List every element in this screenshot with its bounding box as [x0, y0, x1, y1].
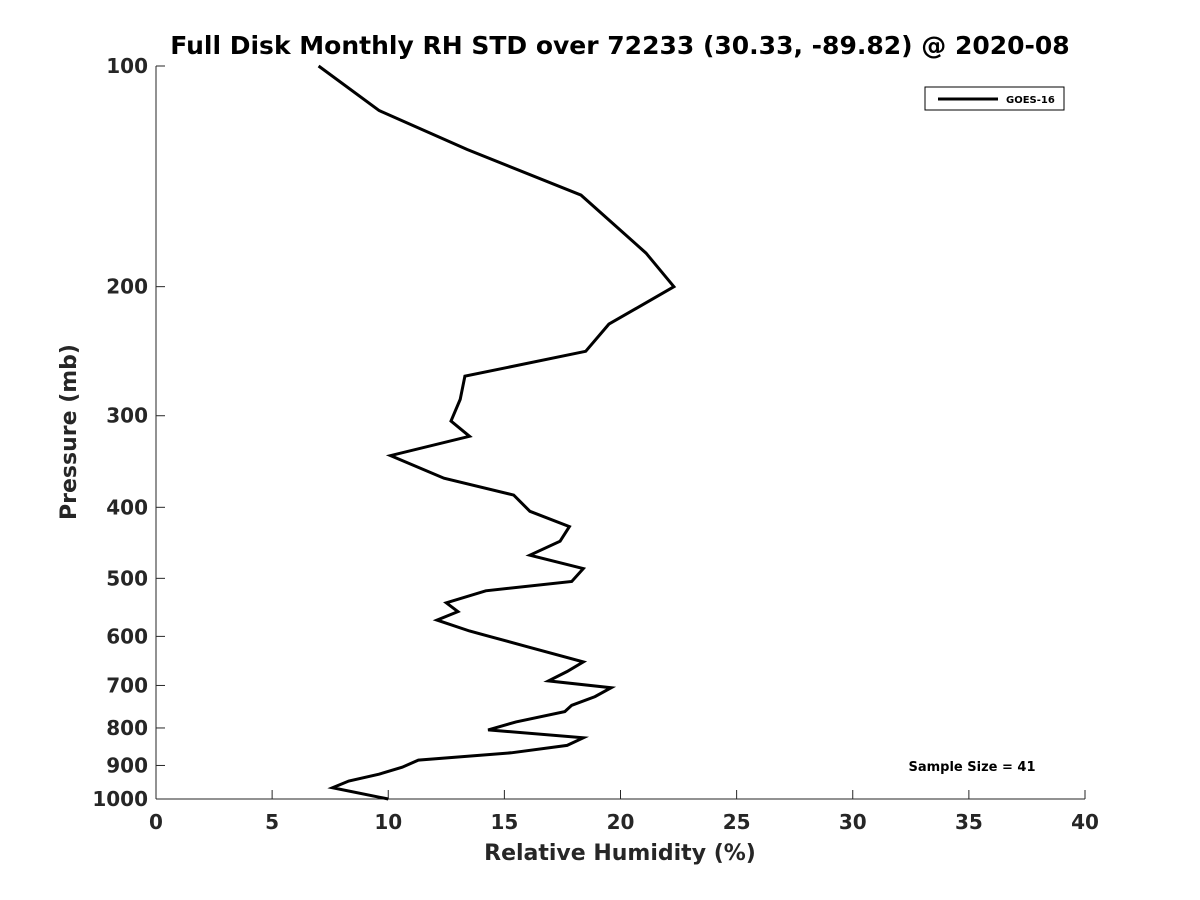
- legend-label-goes-16: GOES-16: [1006, 95, 1055, 106]
- y-axis-label: Pressure (mb): [57, 344, 82, 520]
- y-tick-label: 400: [106, 495, 148, 519]
- chart-title: Full Disk Monthly RH STD over 72233 (30.…: [170, 31, 1069, 60]
- x-tick-label: 35: [955, 810, 983, 834]
- x-tick-label: 30: [839, 810, 867, 834]
- x-tick-label: 15: [490, 810, 518, 834]
- x-axis-label: Relative Humidity (%): [484, 841, 756, 866]
- x-tick-label: 0: [149, 810, 163, 834]
- y-tick-label: 200: [106, 275, 148, 299]
- sample-size-annotation: Sample Size = 41: [908, 760, 1035, 775]
- y-tick-label: 1000: [92, 787, 148, 811]
- y-tick-label: 800: [106, 716, 148, 740]
- y-tick-label: 900: [106, 753, 148, 777]
- y-axis-ticks: 100 200 300 400 500 600 700 800 900 1000: [92, 54, 165, 811]
- y-tick-label: 500: [106, 566, 148, 590]
- x-tick-label: 10: [374, 810, 402, 834]
- x-tick-label: 20: [607, 810, 635, 834]
- y-tick-label: 700: [106, 673, 148, 697]
- y-tick-label: 100: [106, 54, 148, 78]
- x-tick-label: 5: [265, 810, 279, 834]
- y-tick-label: 600: [106, 624, 148, 648]
- x-tick-label: 25: [723, 810, 751, 834]
- legend: GOES-16: [924, 86, 1065, 111]
- plot-area: [156, 66, 1085, 799]
- series-line-goes-16: [317, 64, 677, 801]
- x-tick-label: 40: [1071, 810, 1099, 834]
- x-axis-ticks: 0 5 10 15 20 25 30 35 40: [149, 790, 1099, 834]
- y-tick-label: 300: [106, 404, 148, 428]
